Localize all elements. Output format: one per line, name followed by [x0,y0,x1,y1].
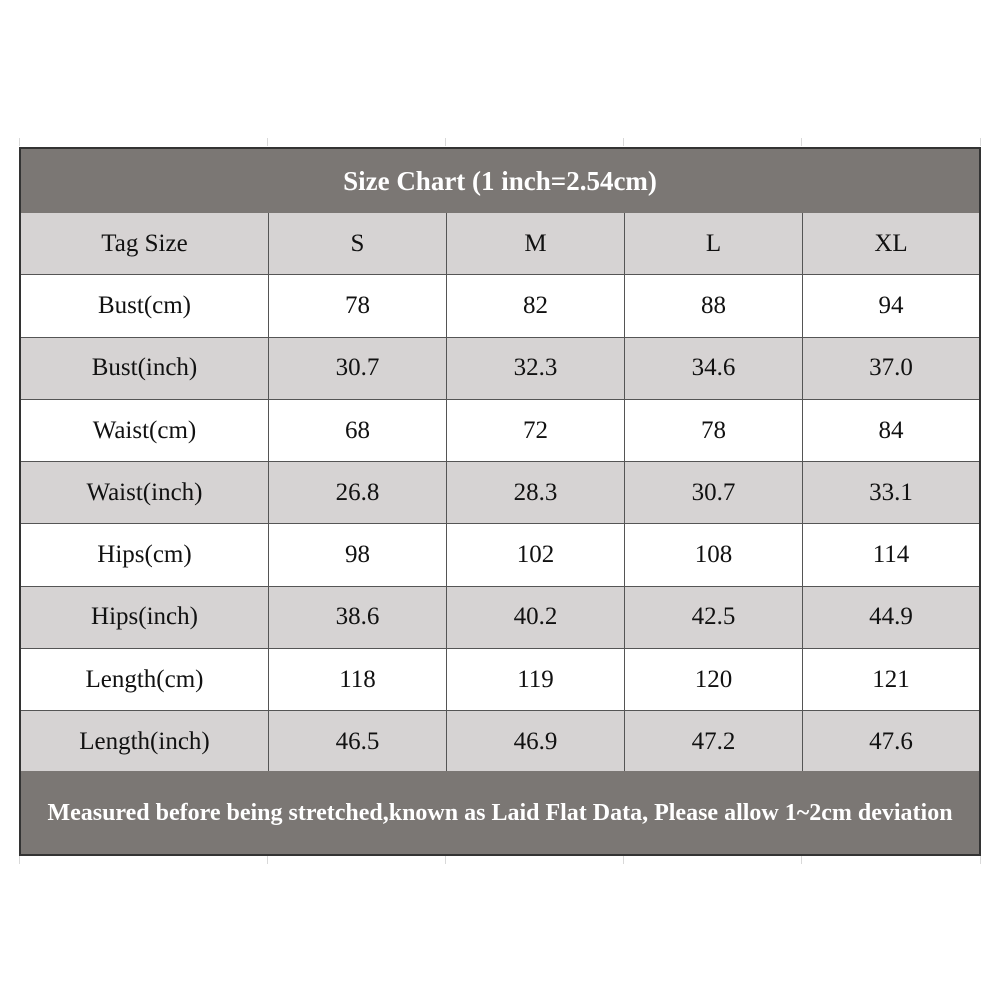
table-cell: 108 [625,524,803,586]
table-grid: Tag Size S M L XL Bust(cm) 78 82 88 94 B… [21,213,979,774]
table-cell: 94 [878,291,904,319]
table-row: Hips(cm) 98 102 108 114 [21,524,979,587]
row-label: Waist(inch) [21,462,269,524]
table-cell: 32.3 [447,337,625,399]
table-cell: 68 [269,399,447,462]
table-cell: 46.9 [447,711,625,773]
gridline-tick [801,138,802,146]
row-label: Bust(inch) [21,337,269,399]
table-cell: 30.7 [269,337,447,399]
table-row: Length(inch) 46.5 46.9 47.2 47.6 [21,711,979,774]
table-cell: 84 [878,416,904,444]
table-cell: 98 [269,524,447,586]
table-cell: 42.5 [625,586,803,649]
table-cell: 47.6 [869,728,913,756]
gridline-tick [623,856,624,864]
gridline-tick [445,856,446,864]
gridline-tick [980,856,981,864]
header-cell: XL [874,229,908,257]
table-cell: 82 [447,275,625,337]
table-row: Bust(cm) 78 82 88 94 [21,275,979,338]
row-label: Bust(cm) [21,275,269,337]
measurement-note: Measured before being stretched,known as… [21,771,979,854]
gridline-tick [801,856,802,864]
header-cell: L [625,213,803,275]
table-row: Bust(inch) 30.7 32.3 34.6 37.0 [21,337,979,400]
table-cell: 46.5 [269,711,447,773]
gridline-tick [19,138,20,146]
table-cell: 119 [447,649,625,711]
table-cell: 33.1 [869,478,913,506]
gridline-tick [445,138,446,146]
table-row: Length(cm) 118 119 120 121 [21,649,979,712]
size-chart-table: Size Chart (1 inch=2.54cm) Tag Size S M … [19,147,981,856]
table-cell: 118 [269,649,447,711]
table-cell: 38.6 [269,586,447,649]
table-cell: 72 [447,399,625,462]
table-cell: 44.9 [869,603,913,631]
table-cell: 30.7 [625,462,803,524]
table-cell: 34.6 [625,337,803,399]
header-cell: Tag Size [21,213,269,275]
row-label: Length(inch) [21,711,269,773]
table-cell: 114 [872,541,910,569]
row-label: Length(cm) [21,649,269,711]
row-label: Hips(cm) [21,524,269,586]
table-cell: 78 [625,399,803,462]
row-label: Waist(cm) [21,399,269,462]
table-cell: 47.2 [625,711,803,773]
table-cell: 120 [625,649,803,711]
gridline-tick [980,138,981,146]
table-row: Waist(cm) 68 72 78 84 [21,399,979,463]
gridline-tick [267,138,268,146]
table-cell: 102 [447,524,625,586]
gridline-tick [267,856,268,864]
table-header-row: Tag Size S M L XL [21,213,979,276]
table-cell: 78 [269,275,447,337]
table-title: Size Chart (1 inch=2.54cm) [21,149,979,214]
header-cell: S [269,213,447,275]
table-cell: 28.3 [447,462,625,524]
gridline-tick [623,138,624,146]
table-cell: 121 [872,665,910,693]
table-row: Waist(inch) 26.8 28.3 30.7 33.1 [21,462,979,525]
header-cell: M [447,213,625,275]
row-label: Hips(inch) [21,586,269,649]
table-row: Hips(inch) 38.6 40.2 42.5 44.9 [21,586,979,650]
table-cell: 88 [625,275,803,337]
table-cell: 26.8 [269,462,447,524]
table-cell: 37.0 [869,354,913,382]
table-cell: 40.2 [447,586,625,649]
gridline-tick [19,856,20,864]
